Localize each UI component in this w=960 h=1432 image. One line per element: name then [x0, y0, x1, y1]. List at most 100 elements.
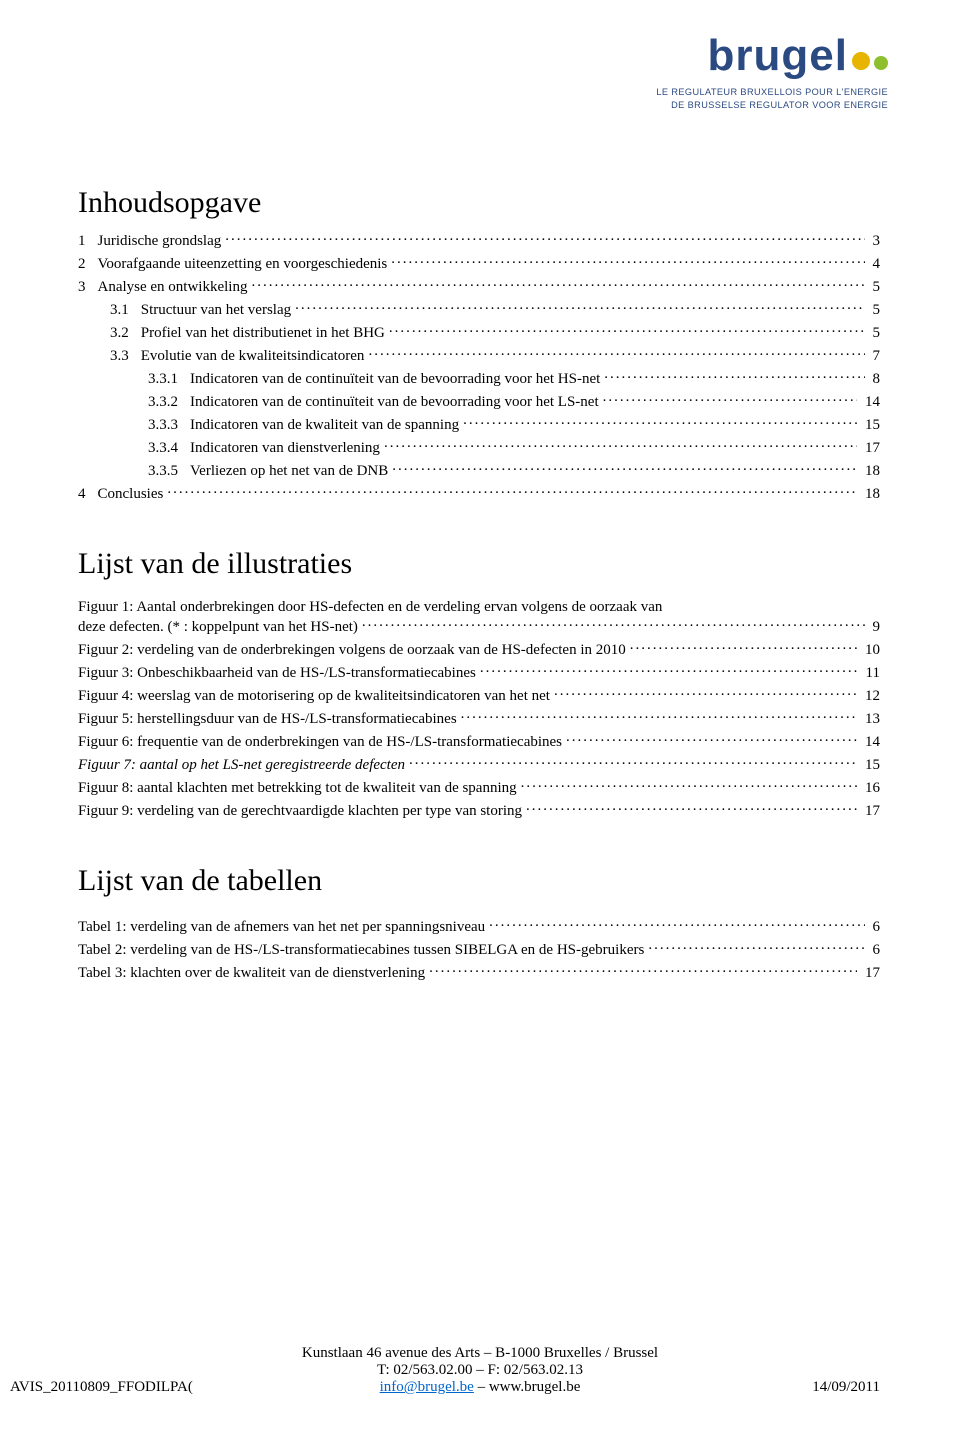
toc-leader-dots — [167, 483, 857, 498]
toc-entry-page: 14 — [861, 394, 880, 411]
list-item-text: Figuur 6: frequentie van de onderbreking… — [78, 734, 562, 751]
toc-entry-number: 3 — [78, 279, 98, 296]
leader-dots — [554, 685, 857, 700]
list-item-text-line: Figuur 1: Aantal onderbrekingen door HS-… — [78, 599, 880, 616]
tables-heading: Lijst van de tabellen — [78, 864, 880, 898]
list-item-page: 15 — [861, 757, 880, 774]
list-item: Figuur 2: verdeling van de onderbrekinge… — [78, 639, 880, 659]
list-item: Tabel 1: verdeling van de afnemers van h… — [78, 916, 880, 936]
brand-dot-yellow-icon — [852, 52, 870, 70]
list-item-last-line: deze defecten. (* : koppelpunt van het H… — [78, 616, 880, 636]
toc-entry-number: 3.3.4 — [148, 440, 190, 457]
list-item-page: 16 — [861, 780, 880, 797]
list-item-text: Figuur 5: herstellingsduur van de HS-/LS… — [78, 711, 457, 728]
toc-entry-text: Juridische grondslag — [98, 233, 222, 250]
brand-tagline: LE REGULATEUR BRUXELLOIS POUR L'ENERGIE … — [656, 86, 888, 111]
toc-row: 3.3.2Indicatoren van de continuïteit van… — [78, 391, 880, 411]
toc-entry-text: Voorafgaande uiteenzetting en voorgeschi… — [98, 256, 388, 273]
logo-block: brugel LE REGULATEUR BRUXELLOIS POUR L'E… — [656, 34, 888, 111]
toc-entry-page: 7 — [869, 348, 881, 365]
list-item-text: Figuur 9: verdeling van de gerechtvaardi… — [78, 803, 522, 820]
tagline-line-1: LE REGULATEUR BRUXELLOIS POUR L'ENERGIE — [656, 87, 888, 97]
list-item-page: 13 — [861, 711, 880, 728]
toc-entry-text: Conclusies — [98, 486, 164, 503]
brand-dots — [848, 34, 888, 78]
footer-left-code: AVIS_20110809_FFODILPA( — [10, 1379, 193, 1396]
brand-wordmark: brugel — [656, 34, 888, 80]
list-item-text: Tabel 1: verdeling van de afnemers van h… — [78, 919, 485, 936]
toc-entry-number: 3.2 — [110, 325, 141, 342]
footer-phone: T: 02/563.02.00 – F: 02/563.02.13 — [0, 1362, 960, 1379]
footer-right-date: 14/09/2011 — [812, 1379, 880, 1396]
toc-row: 3Analyse en ontwikkeling5 — [78, 276, 880, 296]
toc-entry-text: Indicatoren van de continuïteit van de b… — [190, 394, 599, 411]
tagline-line-2: DE BRUSSELSE REGULATOR VOOR ENERGIE — [671, 100, 888, 110]
list-item-text: Figuur 4: weerslag van de motorisering o… — [78, 688, 550, 705]
toc-row: 3.3.5Verliezen op het net van de DNB18 — [78, 460, 880, 480]
footer-address: Kunstlaan 46 avenue des Arts – B-1000 Br… — [0, 1345, 960, 1362]
list-item-text: Figuur 2: verdeling van de onderbrekinge… — [78, 642, 626, 659]
toc-leader-dots — [389, 322, 865, 337]
list-item: Tabel 3: klachten over de kwaliteit van … — [78, 962, 880, 982]
toc-entry-page: 4 — [869, 256, 881, 273]
toc-row: 3.3.1Indicatoren van de continuïteit van… — [78, 368, 880, 388]
toc-row: 4Conclusies 18 — [78, 483, 880, 503]
leader-dots — [362, 616, 865, 631]
toc-leader-dots — [295, 299, 864, 314]
page-container: brugel LE REGULATEUR BRUXELLOIS POUR L'E… — [0, 0, 960, 1432]
toc-row: 3.3.3Indicatoren van de kwaliteit van de… — [78, 414, 880, 434]
footer-web: www.brugel.be — [489, 1379, 581, 1395]
toc-row: 2Voorafgaande uiteenzetting en voorgesch… — [78, 253, 880, 273]
footer-email-link[interactable]: info@brugel.be — [380, 1379, 474, 1395]
table-list: Tabel 1: verdeling van de afnemers van h… — [78, 916, 880, 982]
toc-leader-dots — [392, 460, 857, 475]
toc-row: 3.1Structuur van het verslag5 — [78, 299, 880, 319]
toc-entry-page: 17 — [861, 440, 880, 457]
toc-entry-page: 5 — [869, 302, 881, 319]
list-item: Figuur 1: Aantal onderbrekingen door HS-… — [78, 599, 880, 636]
list-item-page: 12 — [861, 688, 880, 705]
toc-entry-number: 1 — [78, 233, 98, 250]
leader-dots — [526, 800, 857, 815]
list-item: Figuur 3: Onbeschikbaarheid van de HS-/L… — [78, 662, 880, 682]
toc-entry-page: 18 — [861, 486, 880, 503]
toc-leader-dots — [603, 391, 857, 406]
list-item-page: 17 — [861, 803, 880, 820]
leader-dots — [461, 708, 857, 723]
list-item-page: 14 — [861, 734, 880, 751]
toc-entry-page: 15 — [861, 417, 880, 434]
toc-row: 3.3.4Indicatoren van dienstverlening17 — [78, 437, 880, 457]
list-item: Figuur 5: herstellingsduur van de HS-/LS… — [78, 708, 880, 728]
brand-dot-green-icon — [874, 56, 888, 70]
list-item-text: Figuur 7: aantal op het LS-net geregistr… — [78, 757, 405, 774]
toc-entry-page: 5 — [869, 325, 881, 342]
list-item: Figuur 6: frequentie van de onderbreking… — [78, 731, 880, 751]
toc-entry-number: 3.3.3 — [148, 417, 190, 434]
toc-entry-text: Profiel van het distributienet in het BH… — [141, 325, 385, 342]
toc-entry-page: 5 — [869, 279, 881, 296]
leader-dots — [521, 777, 857, 792]
toc-entry-text: Evolutie van de kwaliteitsindicatoren — [141, 348, 365, 365]
toc-leader-dots — [251, 276, 864, 291]
toc-list: 1Juridische grondslag 3 2Voorafgaande uite… — [78, 230, 880, 503]
toc-row: 3.2Profiel van het distributienet in het… — [78, 322, 880, 342]
list-item: Figuur 4: weerslag van de motorisering o… — [78, 685, 880, 705]
leader-dots — [429, 962, 857, 977]
list-item-text: Figuur 8: aantal klachten met betrekking… — [78, 780, 517, 797]
toc-entry-number: 3.3 — [110, 348, 141, 365]
toc-row: 1Juridische grondslag 3 — [78, 230, 880, 250]
leader-dots — [566, 731, 857, 746]
toc-entry-text: Indicatoren van de continuïteit van de b… — [190, 371, 600, 388]
toc-entry-number: 4 — [78, 486, 98, 503]
list-item: Figuur 7: aantal op het LS-net geregistr… — [78, 754, 880, 774]
brand-text: brugel — [708, 31, 848, 80]
toc-entry-page: 8 — [869, 371, 881, 388]
list-item: Tabel 2: verdeling van de HS-/LS-transfo… — [78, 939, 880, 959]
toc-leader-dots — [384, 437, 857, 452]
list-item-page: 11 — [862, 665, 880, 682]
toc-leader-dots — [463, 414, 857, 429]
toc-entry-page: 3 — [869, 233, 881, 250]
leader-dots — [630, 639, 857, 654]
list-item-text: Tabel 2: verdeling van de HS-/LS-transfo… — [78, 942, 644, 959]
toc-row: 3.3Evolutie van de kwaliteitsindicatoren… — [78, 345, 880, 365]
